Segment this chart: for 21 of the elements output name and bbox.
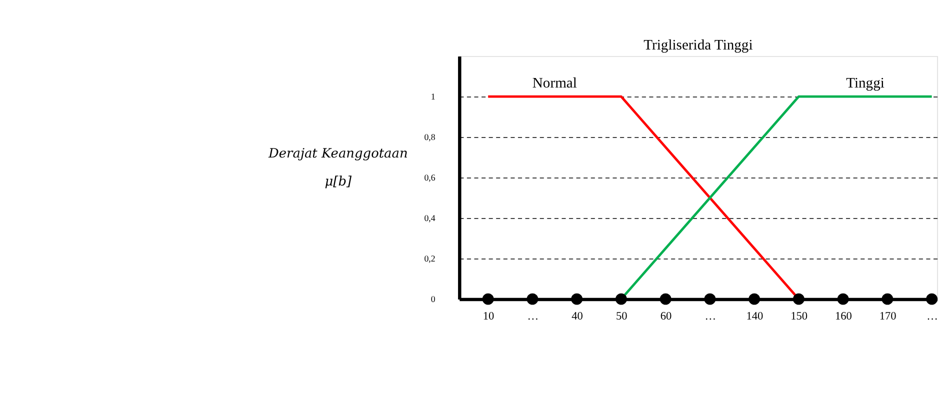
x-tick-label: 160 — [834, 310, 852, 323]
x-tick-label: … — [527, 310, 539, 323]
y-tick-label: 1 — [430, 91, 436, 102]
x-tick-label: … — [926, 310, 938, 323]
x-tick-label: 50 — [616, 310, 628, 323]
series-label: Normal — [532, 76, 577, 92]
x-tick-label: 150 — [790, 310, 808, 323]
y-tick-label: 0,6 — [424, 172, 436, 182]
y-tick-label: 0 — [430, 294, 436, 304]
x-tick-label: 140 — [746, 310, 764, 323]
x-tick-label: 40 — [572, 310, 584, 323]
y-tick-label: 0,2 — [424, 253, 436, 264]
y-tick-label: 0,8 — [424, 132, 436, 142]
x-tick-label: … — [704, 310, 716, 323]
y-tick-label: 0,4 — [424, 212, 436, 223]
y-axis-title: Derajat Keanggotaan μ[b] — [268, 146, 408, 190]
x-tick-label: 10 — [482, 310, 494, 323]
series-label: Tinggi — [846, 76, 884, 92]
x-tick-label: 170 — [879, 310, 897, 323]
x-tick-label: 60 — [660, 310, 672, 323]
chart-title: Trigliserida Tinggi — [644, 38, 753, 54]
